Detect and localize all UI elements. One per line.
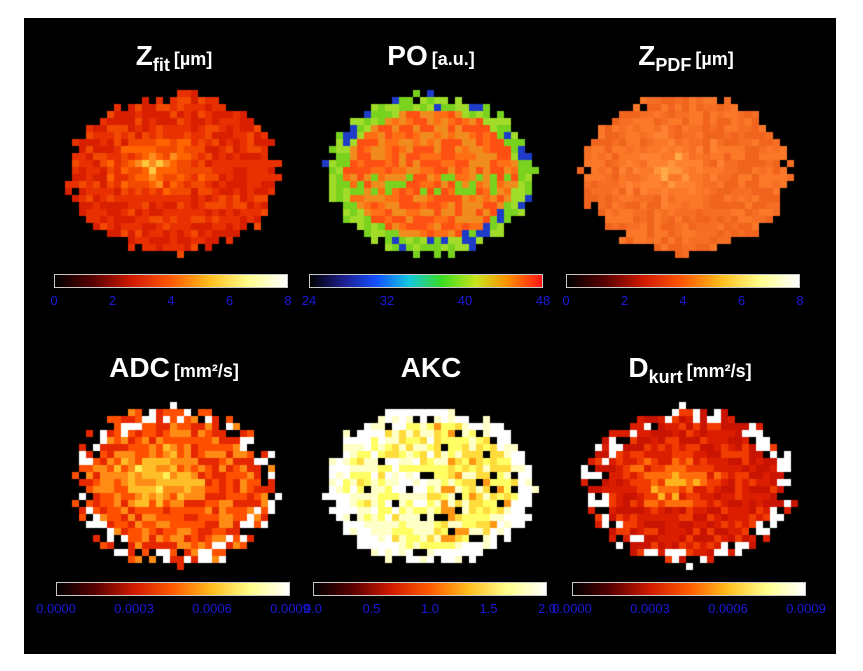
panel-zpdf: ZPDF [µm] 0 2 4 6 8: [556, 18, 816, 318]
title-main: Z: [136, 40, 153, 71]
panel-title: Zfit [µm]: [44, 40, 304, 72]
colorbar-tick-label: 1.5: [479, 601, 497, 617]
panel-akc: AKC 0.0 0.5 1.0 1.5 2.0: [301, 330, 561, 630]
title-unit: [µm]: [174, 49, 212, 69]
title-main: PO: [387, 40, 427, 71]
colorbar: [566, 274, 800, 288]
panel-title: ADC [mm²/s]: [44, 352, 304, 384]
parameter-map: [556, 76, 816, 276]
title-main: Z: [638, 40, 655, 71]
colorbar-tick-label: 40: [458, 293, 472, 309]
colorbar-tick-label: 0.0006: [192, 601, 232, 617]
title-unit: [µm]: [695, 49, 733, 69]
colorbar-tick-label: 8: [796, 293, 803, 309]
colorbar-tick-label: 0.0003: [630, 601, 670, 617]
parameter-map: [560, 388, 820, 588]
colorbar: [56, 582, 290, 596]
parameter-map: [44, 388, 304, 588]
colorbar-ticks: 0.0 0.5 1.0 1.5 2.0: [313, 601, 547, 617]
colorbar-ticks: 24 32 40 48: [309, 293, 543, 309]
panel-adc: ADC [mm²/s] 0.0000 0.0003 0.0006 0.0009: [44, 330, 304, 630]
panel-title: PO [a.u.]: [301, 40, 561, 72]
colorbar-tick-label: 2: [109, 293, 116, 309]
colorbar-tick-label: 0: [562, 293, 569, 309]
parameter-map: [301, 76, 561, 276]
colorbar-tick-label: 4: [167, 293, 174, 309]
colorbar-ticks: 0.0000 0.0003 0.0006 0.0009: [572, 601, 806, 617]
title-main: AKC: [401, 352, 462, 383]
parameter-map: [44, 76, 304, 276]
colorbar-tick-label: 6: [226, 293, 233, 309]
title-subscript: kurt: [649, 367, 683, 387]
title-main: ADC: [109, 352, 170, 383]
panel-title: Dkurt [mm²/s]: [560, 352, 820, 384]
colorbar-tick-label: 0.0: [304, 601, 322, 617]
colorbar-tick-label: 4: [679, 293, 686, 309]
colorbar: [54, 274, 288, 288]
colorbar: [572, 582, 806, 596]
panel-po: PO [a.u.] 24 32 40 48: [301, 18, 561, 318]
title-unit: [mm²/s]: [687, 361, 752, 381]
colorbar-tick-label: 6: [738, 293, 745, 309]
colorbar-tick-label: 48: [536, 293, 550, 309]
colorbar-tick-label: 0.0000: [36, 601, 76, 617]
colorbar: [313, 582, 547, 596]
colorbar-tick-label: 24: [302, 293, 316, 309]
title-main: D: [628, 352, 648, 383]
colorbar-tick-label: 0.0000: [552, 601, 592, 617]
colorbar-tick-label: 8: [284, 293, 291, 309]
title-subscript: fit: [153, 55, 170, 75]
panel-dkurt: Dkurt [mm²/s] 0.0000 0.0003 0.0006 0.0009: [560, 330, 820, 630]
title-unit: [a.u.]: [432, 49, 475, 69]
colorbar-ticks: 0.0000 0.0003 0.0006 0.0009: [56, 601, 290, 617]
panel-title: ZPDF [µm]: [556, 40, 816, 72]
colorbar: [309, 274, 543, 288]
parameter-map: [301, 388, 561, 588]
colorbar-tick-label: 1.0: [421, 601, 439, 617]
colorbar-tick-label: 2: [621, 293, 628, 309]
colorbar-tick-label: 0.5: [362, 601, 380, 617]
panel-title: AKC: [301, 352, 561, 384]
colorbar-tick-label: 0: [50, 293, 57, 309]
colorbar-tick-label: 0.0009: [786, 601, 826, 617]
colorbar-tick-label: 0.0006: [708, 601, 748, 617]
colorbar-tick-label: 32: [380, 293, 394, 309]
title-subscript: PDF: [655, 55, 691, 75]
colorbar-tick-label: 0.0003: [114, 601, 154, 617]
panel-zfit: Zfit [µm] 0 2 4 6 8: [44, 18, 304, 318]
title-unit: [mm²/s]: [174, 361, 239, 381]
